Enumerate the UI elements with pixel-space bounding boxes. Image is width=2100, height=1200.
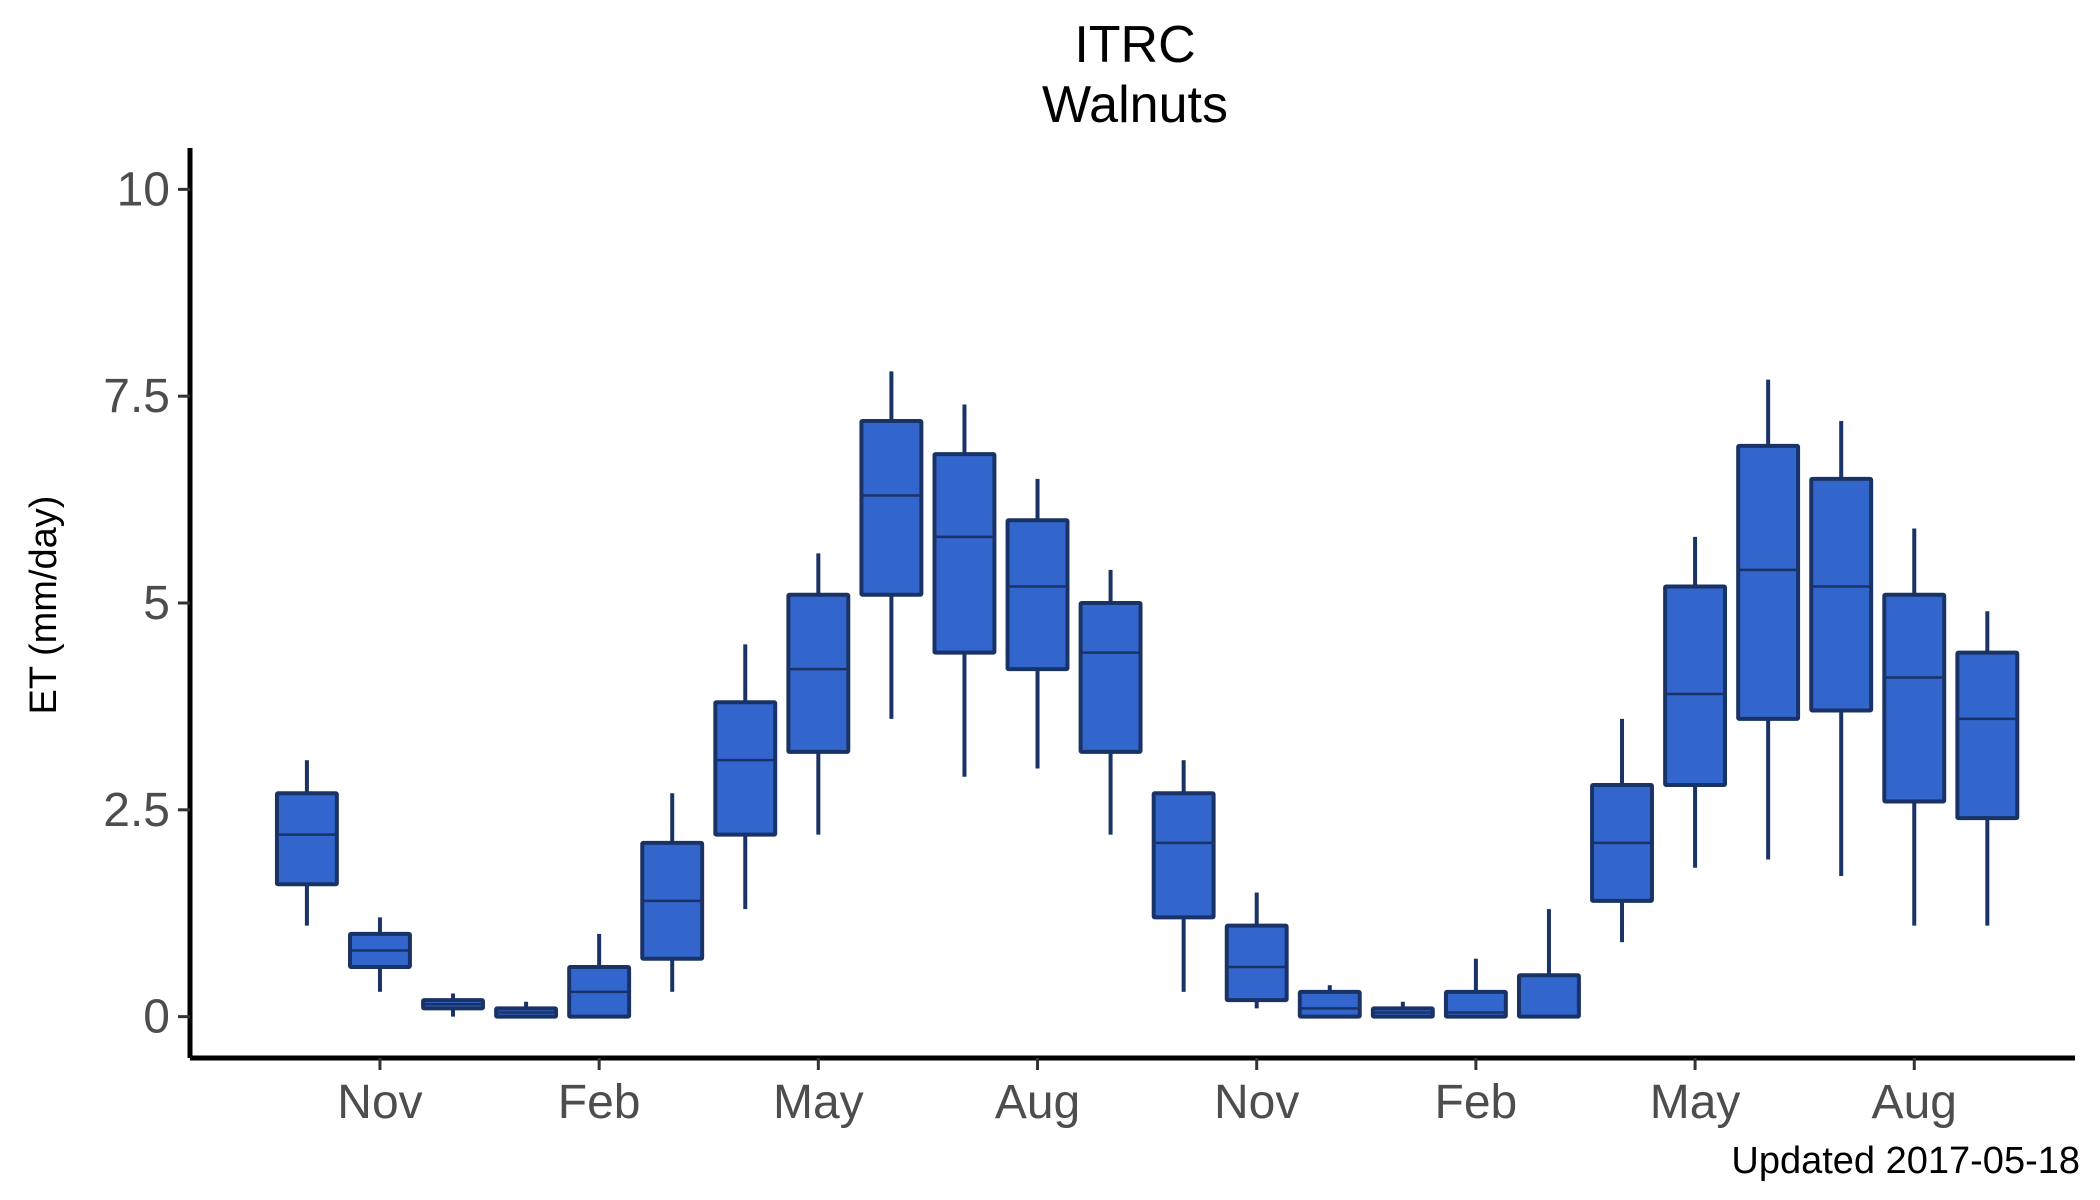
box-18 bbox=[1516, 909, 1581, 1019]
y-tick-label: 7.5 bbox=[103, 370, 170, 423]
box-8 bbox=[786, 553, 851, 835]
box-21 bbox=[1736, 379, 1801, 860]
box-12 bbox=[1078, 569, 1143, 835]
box-body bbox=[713, 700, 778, 837]
box-body bbox=[1443, 989, 1508, 1019]
box-3 bbox=[421, 993, 485, 1017]
y-axis: 0 2.5 5 7.5 10 bbox=[103, 148, 193, 1058]
box-19 bbox=[1590, 718, 1654, 943]
box-24 bbox=[1955, 611, 2020, 926]
box-body bbox=[932, 452, 997, 655]
box-22 bbox=[1809, 421, 1874, 876]
box-body bbox=[1663, 584, 1728, 787]
chart-title: ITRC bbox=[1074, 16, 1195, 74]
x-tick-label: May bbox=[1650, 1076, 1741, 1129]
box-body bbox=[859, 419, 924, 597]
box-2 bbox=[348, 917, 412, 992]
y-tick-label: 0 bbox=[143, 991, 170, 1044]
box-body bbox=[1809, 476, 1874, 713]
x-tick-label: Nov bbox=[1214, 1076, 1299, 1129]
box-4 bbox=[494, 1001, 559, 1019]
box-17 bbox=[1443, 958, 1508, 1019]
y-axis-label: ET (mm/day) bbox=[23, 496, 65, 715]
box-body bbox=[1078, 601, 1143, 754]
box-body bbox=[1005, 518, 1070, 672]
box-6 bbox=[640, 793, 705, 992]
box-10 bbox=[932, 404, 997, 777]
x-tick-label: Aug bbox=[1872, 1076, 1957, 1129]
box-14 bbox=[1224, 892, 1289, 1009]
x-tick-label: Feb bbox=[1435, 1076, 1518, 1129]
box-body bbox=[274, 791, 339, 887]
box-15 bbox=[1297, 985, 1362, 1019]
box-20 bbox=[1663, 536, 1728, 868]
y-tick-label: 10 bbox=[117, 163, 170, 216]
box-5 bbox=[567, 933, 632, 1019]
box-16 bbox=[1370, 1001, 1435, 1019]
x-tick-label: Nov bbox=[337, 1076, 422, 1129]
box-body bbox=[1516, 973, 1581, 1019]
box-7 bbox=[713, 644, 778, 910]
x-tick-label: Feb bbox=[558, 1076, 641, 1129]
y-tick-label: 5 bbox=[143, 577, 170, 630]
y-tick-label: 2.5 bbox=[103, 784, 170, 837]
box-9 bbox=[859, 371, 924, 719]
box-23 bbox=[1882, 528, 1947, 926]
updated-caption: Updated 2017-05-18 bbox=[1731, 1140, 2080, 1182]
chart-subtitle: Walnuts bbox=[1042, 76, 1228, 134]
box-body bbox=[1736, 443, 1801, 721]
box-body bbox=[1297, 989, 1362, 1019]
box-body bbox=[786, 592, 851, 754]
x-tick-label: May bbox=[773, 1076, 864, 1129]
boxes-layer bbox=[274, 371, 2020, 1019]
box-11 bbox=[1005, 478, 1070, 769]
box-body bbox=[1151, 791, 1216, 920]
box-body bbox=[1882, 592, 1947, 804]
box-13 bbox=[1151, 760, 1216, 992]
box-1 bbox=[274, 760, 339, 926]
box-body bbox=[1224, 923, 1289, 1003]
x-tick-label: Aug bbox=[995, 1076, 1080, 1129]
box-body bbox=[1955, 650, 2020, 821]
x-axis: Nov Feb May Aug Nov Feb May Aug bbox=[190, 1055, 2075, 1129]
